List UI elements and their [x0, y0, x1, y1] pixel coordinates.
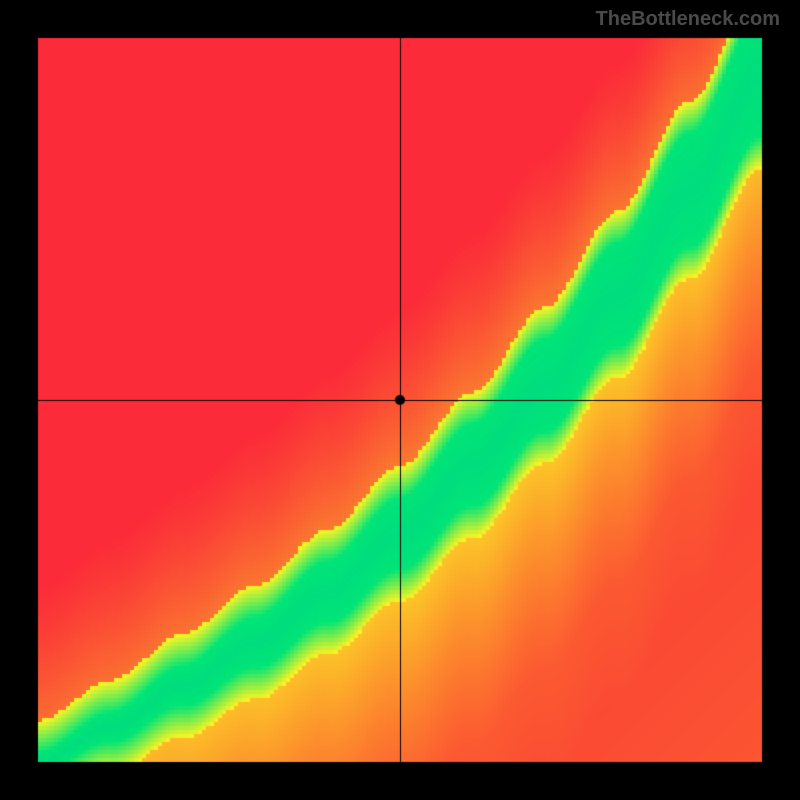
bottleneck-heatmap	[0, 0, 800, 800]
watermark-text: TheBottleneck.com	[596, 8, 780, 31]
chart-container: TheBottleneck.com	[0, 0, 800, 800]
